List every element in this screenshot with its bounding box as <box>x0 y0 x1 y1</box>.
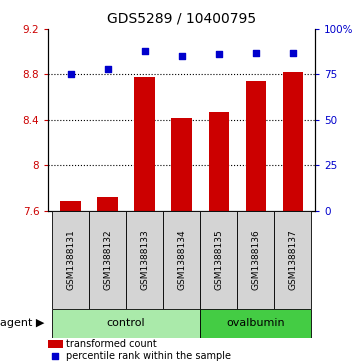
Text: percentile rank within the sample: percentile rank within the sample <box>66 351 231 361</box>
Point <box>53 353 58 359</box>
Text: ovalbumin: ovalbumin <box>227 318 285 328</box>
Bar <box>163 211 200 309</box>
Bar <box>282 72 303 211</box>
Bar <box>274 211 311 309</box>
Bar <box>237 211 274 309</box>
Point <box>290 50 296 56</box>
Point <box>105 66 111 72</box>
Point <box>142 48 147 54</box>
Bar <box>171 118 192 211</box>
Title: GDS5289 / 10400795: GDS5289 / 10400795 <box>107 11 256 25</box>
Text: GSM1388137: GSM1388137 <box>288 229 297 290</box>
Point <box>253 50 258 56</box>
Point <box>68 72 73 77</box>
Bar <box>89 211 126 309</box>
Text: GSM1388132: GSM1388132 <box>103 229 112 290</box>
Bar <box>200 211 237 309</box>
Bar <box>126 211 163 309</box>
Text: transformed count: transformed count <box>66 339 157 350</box>
Bar <box>209 112 229 211</box>
Bar <box>246 81 266 211</box>
Text: GSM1388131: GSM1388131 <box>66 229 75 290</box>
Text: GSM1388133: GSM1388133 <box>140 229 149 290</box>
Bar <box>52 309 200 338</box>
Bar <box>52 211 89 309</box>
Text: control: control <box>107 318 145 328</box>
Point <box>216 52 222 57</box>
Bar <box>135 77 155 211</box>
Text: GSM1388135: GSM1388135 <box>214 229 223 290</box>
Bar <box>97 197 118 211</box>
Bar <box>200 309 311 338</box>
Text: GSM1388136: GSM1388136 <box>251 229 260 290</box>
Bar <box>61 201 81 211</box>
Point <box>179 53 185 59</box>
Text: agent ▶: agent ▶ <box>0 318 45 328</box>
Text: GSM1388134: GSM1388134 <box>177 229 186 290</box>
